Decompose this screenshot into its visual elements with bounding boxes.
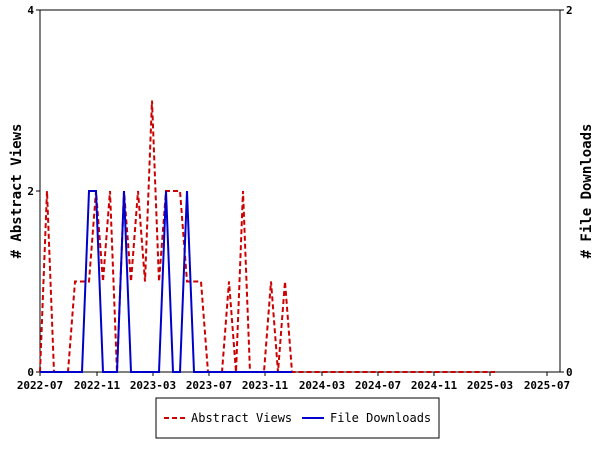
x-tick-label: 2023-11 <box>242 379 289 392</box>
x-tick-label: 2025-07 <box>524 379 570 392</box>
left-tick-label: 2 <box>27 185 34 198</box>
x-tick-label: 2022-07 <box>17 379 63 392</box>
right-axis-ticks: 02 <box>560 4 573 379</box>
x-tick-label: 2024-03 <box>299 379 345 392</box>
legend-label-abstract-views: Abstract Views <box>191 411 292 425</box>
series-line-abstract-views <box>39 100 495 373</box>
right-axis-title: # File Downloads <box>579 124 595 259</box>
right-tick-label: 2 <box>566 4 573 17</box>
series-layer <box>39 100 496 373</box>
x-tick-label: 2023-03 <box>130 379 176 392</box>
plot-area <box>39 9 561 373</box>
x-tick-label: 2023-07 <box>186 379 232 392</box>
left-axis-ticks: 0 2 4 <box>27 4 40 379</box>
x-axis-ticks: 2022-07 2022-11 2023-03 2023-07 2023-11 2024-… <box>17 372 570 392</box>
legend-label-file-downloads: File Downloads <box>330 411 431 425</box>
right-tick-label: 0 <box>566 366 573 379</box>
left-tick-label: 0 <box>27 366 34 379</box>
x-tick-label: 2024-07 <box>355 379 401 392</box>
left-axis-title: # Abstract Views <box>9 124 25 259</box>
legend: Abstract Views File Downloads <box>155 397 440 439</box>
x-tick-label: 2025-03 <box>467 379 513 392</box>
left-tick-label: 4 <box>27 4 34 17</box>
legend-box <box>155 397 440 439</box>
x-tick-label: 2024-11 <box>411 379 458 392</box>
x-tick-label: 2022-11 <box>74 379 121 392</box>
